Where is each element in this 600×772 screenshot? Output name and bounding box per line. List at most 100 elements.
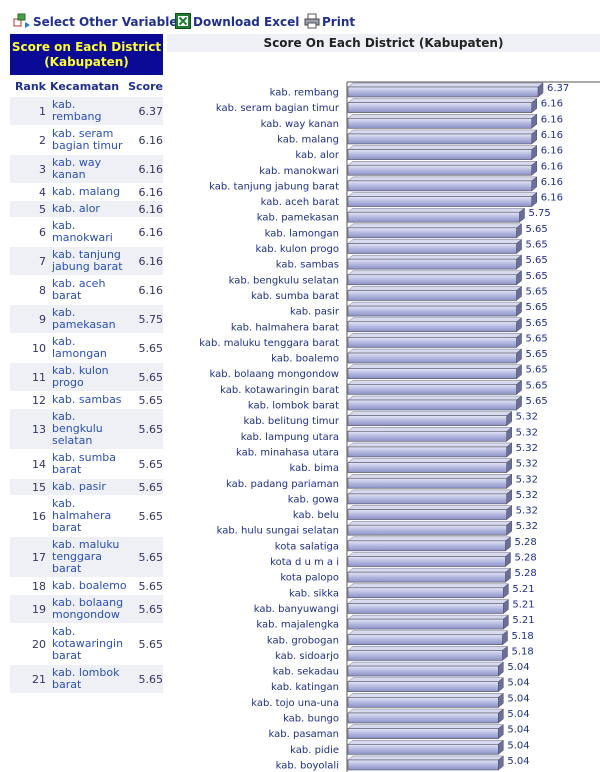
value-label: 6.16 — [541, 177, 563, 188]
district-name-cell[interactable]: kab. malang — [52, 185, 121, 198]
bar[interactable] — [347, 462, 507, 473]
bar[interactable] — [347, 430, 507, 442]
bar[interactable] — [347, 540, 506, 552]
bar[interactable] — [347, 258, 517, 270]
district-name-cell[interactable]: kab. alor — [52, 202, 100, 215]
district-name-cell[interactable]: kab. seram bagian timur — [52, 127, 123, 152]
download-excel-button[interactable]: Download Excel — [175, 12, 299, 30]
value-label: 5.32 — [516, 506, 538, 517]
bar[interactable] — [347, 446, 507, 458]
bar-top-face — [347, 192, 538, 197]
district-name-cell[interactable]: kab. lamongan — [52, 335, 107, 360]
category-label: kab. pamekasan — [257, 213, 339, 224]
district-name-cell[interactable]: kab. kulon progo — [52, 364, 109, 389]
bar[interactable] — [347, 571, 506, 583]
bar[interactable] — [347, 211, 520, 223]
bar-top-face — [347, 583, 510, 589]
bar[interactable] — [347, 618, 504, 630]
bar[interactable] — [347, 743, 499, 755]
category-label: kota palopo — [280, 573, 339, 584]
bar[interactable] — [347, 665, 499, 677]
bar[interactable] — [347, 384, 517, 395]
bar[interactable] — [347, 603, 504, 614]
select-other-variable-button[interactable]: Select Other Variable — [13, 13, 177, 30]
bar[interactable] — [347, 399, 517, 411]
table-row: 17 kab. maluku tenggara barat 5.65 — [10, 537, 163, 578]
bar[interactable] — [347, 759, 499, 771]
category-label: kab. pasir — [290, 307, 340, 318]
district-name-cell[interactable]: kab. pasir — [52, 480, 106, 493]
district-name-cell[interactable]: kab. pamekasan — [52, 306, 116, 331]
category-label: kab. pasaman — [269, 729, 339, 740]
bar[interactable] — [347, 118, 533, 129]
district-name-cell[interactable]: kab. aceh barat — [52, 277, 106, 302]
district-name-cell[interactable]: kab. kotawaringin barat — [52, 625, 124, 662]
district-name-cell[interactable]: kab. maluku tenggara barat — [52, 538, 120, 575]
bar[interactable] — [347, 149, 533, 160]
bar[interactable] — [347, 587, 504, 599]
rank-cell: 13 — [32, 422, 46, 436]
district-name-cell[interactable]: kab. bengkulu selatan — [52, 410, 103, 447]
bar[interactable] — [347, 180, 533, 192]
rank-cell: 12 — [32, 393, 46, 407]
bar[interactable] — [347, 337, 517, 348]
bar[interactable] — [347, 634, 503, 646]
bar[interactable] — [347, 133, 533, 145]
table-row: 19 kab. bolaang mongondow 5.65 — [10, 595, 163, 624]
bar[interactable] — [347, 477, 507, 489]
district-name-cell[interactable]: kab. halmahera barat — [52, 497, 112, 534]
bar[interactable] — [347, 368, 517, 380]
bar-top-face — [347, 333, 523, 338]
bar-top-face — [347, 458, 513, 463]
score-cell: 6.16 — [138, 202, 164, 216]
value-label: 5.32 — [516, 521, 538, 532]
district-name-cell[interactable]: kab. tanjung jabung barat — [52, 248, 123, 273]
district-name-cell[interactable]: kab. lombok barat — [52, 666, 120, 691]
table-body: 1 kab. rembang 6.37 2 kab. seram bagian timu… — [10, 97, 163, 694]
district-name-cell[interactable]: kab. boalemo — [52, 579, 127, 592]
score-cell: 5.65 — [138, 579, 164, 593]
bar[interactable] — [347, 305, 517, 317]
value-label: 5.75 — [529, 208, 551, 219]
district-name-cell[interactable]: kab. bolaang mongondow — [52, 596, 124, 621]
chart-title: Score On Each District (Kabupaten) — [167, 34, 600, 52]
bar[interactable] — [347, 712, 499, 724]
district-name-cell[interactable]: kab. way kanan — [52, 156, 102, 181]
table-row: 7 kab. tanjung jabung barat 6.16 — [10, 247, 163, 276]
bar-top-face — [347, 646, 509, 651]
bar[interactable] — [347, 290, 517, 301]
bar[interactable] — [347, 415, 507, 426]
bar[interactable] — [347, 196, 533, 207]
district-name-cell[interactable]: kab. sumba barat — [52, 451, 117, 476]
district-name-cell[interactable]: kab. rembang — [52, 98, 102, 123]
bar[interactable] — [347, 102, 533, 113]
bar-top-face — [347, 395, 523, 401]
bar-top-face — [347, 98, 538, 103]
table-row: 5 kab. alor 6.16 — [10, 201, 163, 218]
bar[interactable] — [347, 556, 506, 567]
table-row: 20 kab. kotawaringin barat 5.65 — [10, 624, 163, 665]
bar[interactable] — [347, 352, 517, 364]
bar[interactable] — [347, 164, 533, 176]
district-name-cell[interactable]: kab. manokwari — [52, 219, 113, 244]
bar[interactable] — [347, 524, 507, 536]
print-button[interactable]: Print — [304, 13, 355, 30]
rank-cell: 11 — [32, 370, 46, 384]
category-label: kab. grobogan — [267, 635, 339, 646]
bar[interactable] — [347, 681, 499, 693]
bar[interactable] — [347, 509, 507, 520]
bar[interactable] — [347, 321, 517, 333]
bar[interactable] — [347, 650, 503, 661]
bar[interactable] — [347, 493, 507, 505]
value-label: 5.28 — [514, 568, 536, 579]
bar[interactable] — [347, 227, 517, 239]
rank-cell: 7 — [39, 254, 46, 268]
bar[interactable] — [347, 697, 499, 708]
bar[interactable] — [347, 86, 539, 98]
bar-top-face — [347, 489, 513, 495]
bar[interactable] — [347, 243, 517, 254]
bar[interactable] — [347, 274, 517, 286]
district-name-cell[interactable]: kab. sambas — [52, 393, 122, 406]
bar[interactable] — [347, 728, 499, 739]
score-cell: 6.37 — [138, 104, 164, 118]
